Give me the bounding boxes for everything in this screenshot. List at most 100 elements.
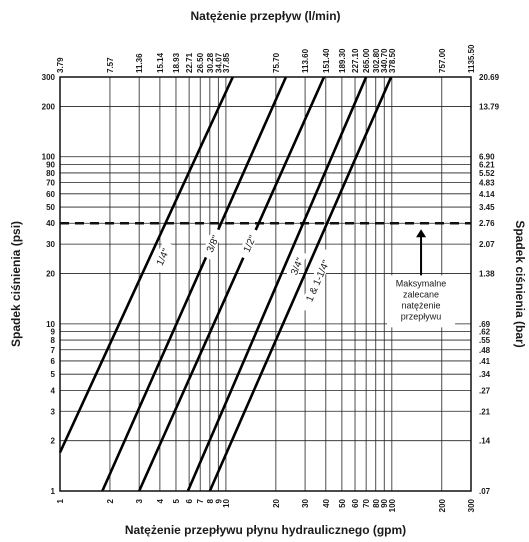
x-tick-label: 9 [214, 498, 223, 503]
top-tick-label: 189.30 [338, 48, 347, 73]
y-tick-label: 40 [46, 219, 55, 228]
top-tick-label: 11.36 [135, 53, 144, 73]
x-tick-label: 7 [196, 498, 205, 503]
top-tick-label: 1135.50 [467, 44, 476, 73]
annotation-text: natężenie [402, 300, 441, 310]
tick-labels: 13.7927.57311.36415.14518.93622.71726.50… [42, 44, 500, 512]
top-tick-label: 30.28 [206, 52, 215, 73]
x-tick-label: 200 [438, 498, 447, 512]
y-tick-label: 80 [46, 169, 55, 178]
y2-tick-label: 5.52 [479, 169, 495, 178]
x-tick-label: 300 [467, 498, 476, 512]
top-tick-label: 302.80 [372, 48, 381, 73]
top-tick-label: 15.14 [156, 52, 165, 73]
x-tick-label: 80 [372, 498, 381, 507]
y2-tick-label: 4.83 [479, 179, 495, 188]
top-tick-label: 757.00 [438, 48, 447, 73]
series-label-bg [298, 249, 335, 313]
series-label-bg [237, 227, 261, 260]
y2-tick-label: .21 [479, 407, 491, 416]
y-tick-label: 3 [51, 407, 56, 416]
annotation-text: Maksymalne [396, 278, 447, 288]
series-line [186, 76, 368, 492]
y-axis-title: Spadek ciśnienia (psi) [9, 221, 23, 347]
y2-tick-label: 20.69 [479, 73, 500, 82]
x-tick-label: 10 [222, 498, 231, 507]
series-line [58, 76, 234, 454]
y2-tick-label: .55 [479, 336, 491, 345]
y-tick-label: 8 [51, 336, 56, 345]
y-tick-label: 70 [46, 179, 55, 188]
y2-tick-label: .62 [479, 328, 491, 337]
y2-tick-label: 3.45 [479, 203, 495, 212]
y-tick-label: 6 [51, 357, 56, 366]
y-tick-label: 90 [46, 160, 55, 169]
y2-tick-label: .34 [479, 370, 491, 379]
y-tick-label: 7 [51, 346, 56, 355]
y-tick-label: 60 [46, 190, 55, 199]
top-tick-label: 113.60 [301, 48, 310, 73]
x-tick-label: 1 [56, 498, 65, 503]
y-tick-label: 20 [46, 270, 55, 279]
y2-tick-label: 6.21 [479, 160, 495, 169]
series-label-bg [200, 227, 224, 260]
plot-frame [59, 76, 472, 492]
x-tick-label: 30 [301, 498, 310, 507]
series-line [208, 76, 393, 492]
y-tick-label: 200 [42, 102, 56, 111]
y2-tick-label: 4.14 [479, 190, 495, 199]
y-tick-label: 300 [42, 73, 56, 82]
top-tick-label: 151.40 [322, 48, 331, 73]
y2-tick-label: .07 [479, 487, 491, 496]
x-tick-label: 70 [362, 498, 371, 507]
series-label-bg [285, 249, 308, 283]
y2-tick-label: .48 [479, 346, 491, 355]
x-tick-label: 90 [380, 498, 389, 507]
y2-tick-label: 1.38 [479, 270, 495, 279]
y-tick-label: 4 [51, 386, 56, 395]
y2-tick-label: 2.76 [479, 219, 495, 228]
y-tick-label: 1 [51, 487, 56, 496]
grid [59, 76, 472, 492]
annotation-text: przepływu [401, 311, 442, 321]
y2-tick-label: .69 [479, 320, 491, 329]
top-tick-label: 18.93 [172, 52, 181, 73]
y-tick-label: 10 [46, 320, 55, 329]
x-tick-label: 8 [206, 498, 215, 503]
x-tick-label: 50 [338, 498, 347, 507]
x-tick-label: 5 [172, 498, 181, 503]
y2-tick-label: .27 [479, 386, 491, 395]
top-tick-label: 7.57 [106, 57, 115, 73]
x-tick-label: 40 [322, 498, 331, 507]
x-axis-title: Natężenie przepływu płynu hydraulicznego… [125, 523, 406, 537]
series-label-bg [150, 240, 174, 273]
y2-tick-label: .41 [479, 357, 491, 366]
x-tick-label: 3 [135, 498, 144, 503]
y-tick-label: 9 [51, 328, 56, 337]
y2-tick-label: .14 [479, 437, 491, 446]
x-tick-label: 2 [106, 498, 115, 503]
y2-tick-label: 6.90 [479, 153, 495, 162]
top-tick-label: 26.50 [196, 52, 205, 73]
y-tick-label: 30 [46, 240, 55, 249]
y2-axis-title: Spadek ciśnienia (bar) [513, 220, 527, 347]
top-tick-label: 22.71 [185, 52, 194, 73]
top-tick-label: 265.00 [362, 48, 371, 73]
y-tick-label: 50 [46, 203, 55, 212]
top-tick-label: 340.70 [380, 48, 389, 73]
y-tick-label: 2 [51, 437, 56, 446]
y-tick-label: 100 [42, 153, 56, 162]
x-tick-label: 60 [351, 498, 360, 507]
x-tick-label: 6 [185, 498, 194, 503]
top-tick-label: 378.50 [388, 48, 397, 73]
x-tick-label: 100 [388, 498, 397, 512]
top-tick-label: 34.07 [214, 52, 223, 73]
chart-title: Natężenie przepływ (l/min) [190, 9, 340, 23]
y-tick-label: 5 [51, 370, 56, 379]
y2-tick-label: 13.79 [479, 102, 500, 111]
top-tick-label: 227.10 [351, 48, 360, 73]
x-tick-label: 20 [272, 498, 281, 507]
top-tick-label: 37.85 [222, 52, 231, 73]
